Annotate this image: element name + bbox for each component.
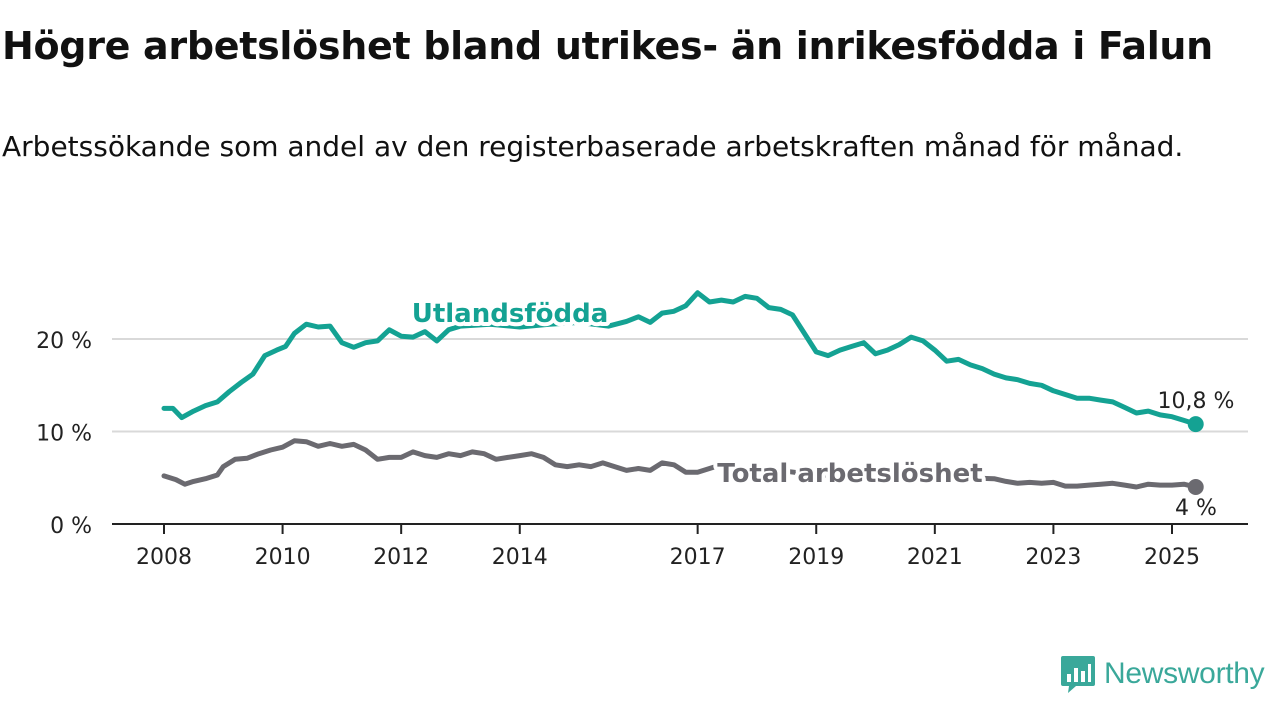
series-label-utlandsfodda-halo: Utlandsfödda — [412, 299, 609, 329]
line-chart: 0 % 10 % 20 % 2008 2010 2012 2014 2017 2019 2021 2… — [36, 290, 1248, 570]
y-tick-label: 0 % — [50, 514, 92, 539]
series-label-total-halo: Total arbetslöshet — [717, 459, 982, 489]
y-tick-label: 10 % — [36, 422, 92, 447]
end-marker-total — [1187, 479, 1204, 495]
x-tick-label: 2008 — [136, 545, 192, 570]
chart-title: Högre arbetslöshet bland utrikes- än inr… — [2, 24, 1213, 68]
x-tick-label: 2014 — [492, 545, 548, 570]
series-line-utlandsfodda — [161, 290, 1199, 427]
series-label-utlandsfodda: Utlandsfödda — [412, 299, 609, 329]
newsworthy-logo-icon — [1061, 656, 1095, 693]
x-tick-label: 2023 — [1025, 545, 1081, 570]
x-tick-label: 2010 — [255, 545, 311, 570]
end-label-utlandsfodda: 10,8 % — [1158, 389, 1235, 414]
x-tick-label: 2017 — [670, 545, 726, 570]
y-tick-label: 20 % — [36, 329, 92, 354]
x-tick-label: 2012 — [373, 545, 429, 570]
brand-logo: Newsworthy — [1060, 654, 1265, 694]
series-label-total: Total arbetslöshet — [717, 459, 982, 489]
x-tick-label: 2019 — [788, 545, 844, 570]
chart-subtitle: Arbetssökande som andel av den registerb… — [2, 130, 1184, 163]
series-line-total — [161, 438, 1199, 490]
x-tick-label: 2025 — [1144, 545, 1200, 570]
x-tick-label: 2021 — [907, 545, 963, 570]
end-label-total: 4 % — [1175, 496, 1217, 521]
brand-name: Newsworthy — [1104, 657, 1265, 690]
end-marker-utlandsfodda — [1187, 416, 1204, 433]
